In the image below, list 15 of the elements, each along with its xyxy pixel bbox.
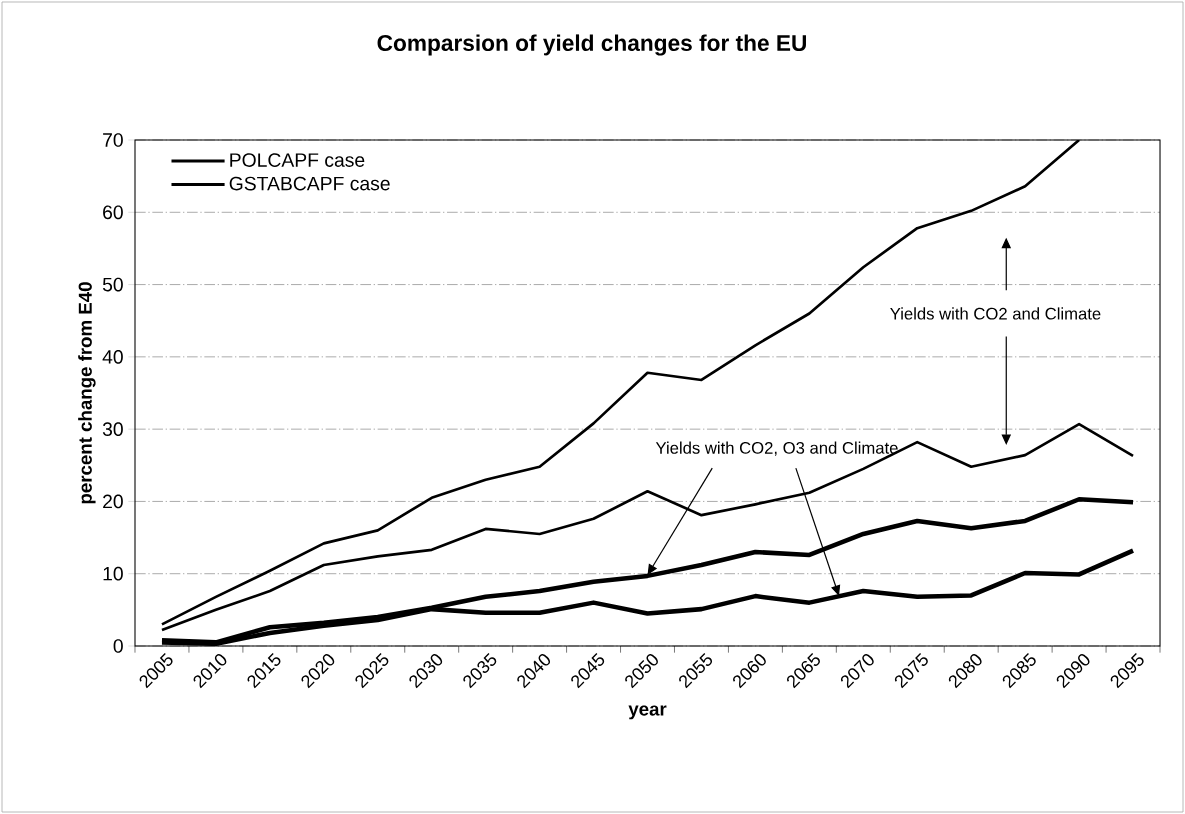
y-tick-label: 0 [113,639,123,653]
chart-title: Comparsion of yield changes for the EU [377,34,806,56]
y-tick-label: 70 [103,133,123,147]
legend-label: POLCAPF case [230,153,365,167]
y-axis-title: percent change from E40 [78,282,96,504]
y-tick-label: 60 [103,205,123,220]
annotation: Yields with CO2 and Climate [890,307,1101,320]
y-tick-label: 30 [102,422,123,436]
y-tick-label: 40 [102,350,123,364]
legend-label: GSTABCAPF case [229,176,390,191]
x-axis-title: year [628,705,667,720]
y-tick-label: 20 [103,494,123,509]
annotation: Yields with CO2, O3 and Climate [655,441,898,456]
y-tick-label: 50 [102,277,123,292]
y-tick-label: 10 [103,566,123,581]
